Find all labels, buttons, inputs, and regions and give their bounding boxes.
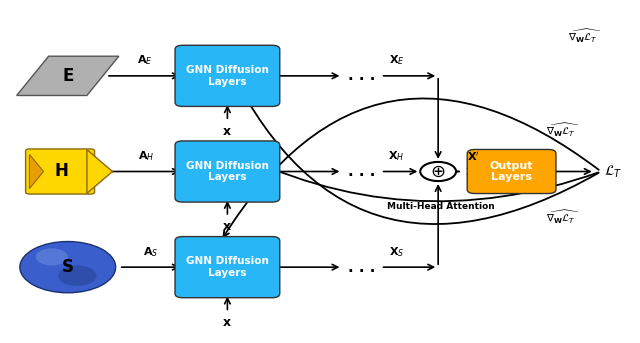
Polygon shape	[17, 56, 119, 95]
Circle shape	[20, 241, 116, 293]
Text: GNN Diffusion
Layers: GNN Diffusion Layers	[186, 65, 269, 87]
Polygon shape	[29, 154, 44, 189]
Text: . . .: . . .	[348, 164, 375, 179]
Text: Multi-Head Attention: Multi-Head Attention	[387, 202, 495, 211]
Text: $\mathbf{X}_E$: $\mathbf{X}_E$	[389, 54, 404, 67]
Text: E: E	[62, 67, 74, 85]
Text: $\mathbf{A}_S$: $\mathbf{A}_S$	[143, 245, 159, 259]
Text: $\mathbf{X}_S$: $\mathbf{X}_S$	[389, 245, 404, 259]
Text: . . .: . . .	[348, 68, 375, 83]
Text: H: H	[54, 163, 68, 180]
Circle shape	[36, 248, 68, 265]
Polygon shape	[87, 150, 113, 193]
Text: $\mathbf{x}$: $\mathbf{x}$	[223, 316, 232, 329]
Text: $\widehat{\nabla_{\mathbf{W}}\mathcal{L}_T}$: $\widehat{\nabla_{\mathbf{W}}\mathcal{L}…	[568, 28, 602, 45]
Text: $\mathbf{x}$: $\mathbf{x}$	[223, 220, 232, 233]
Text: $\oplus$: $\oplus$	[431, 163, 446, 180]
Text: GNN Diffusion
Layers: GNN Diffusion Layers	[186, 161, 269, 182]
Text: Output
Layers: Output Layers	[490, 161, 533, 182]
Text: . . .: . . .	[348, 260, 375, 275]
FancyBboxPatch shape	[26, 149, 95, 194]
FancyBboxPatch shape	[175, 45, 280, 106]
FancyBboxPatch shape	[175, 237, 280, 298]
Text: $\mathbf{X}_H$: $\mathbf{X}_H$	[388, 149, 404, 163]
Circle shape	[420, 162, 456, 181]
Text: $\widehat{\nabla_{\mathbf{W}}\mathcal{L}_T}$: $\widehat{\nabla_{\mathbf{W}}\mathcal{L}…	[546, 209, 579, 226]
Text: $\mathbf{A}_E$: $\mathbf{A}_E$	[136, 54, 152, 67]
Text: $\mathcal{L}_T$: $\mathcal{L}_T$	[604, 163, 623, 180]
Text: S: S	[61, 258, 74, 276]
Text: $\widehat{\nabla_{\mathbf{W}}\mathcal{L}_T}$: $\widehat{\nabla_{\mathbf{W}}\mathcal{L}…	[546, 122, 579, 139]
FancyBboxPatch shape	[175, 141, 280, 202]
Text: GNN Diffusion
Layers: GNN Diffusion Layers	[186, 256, 269, 278]
Circle shape	[58, 265, 97, 286]
Text: $\mathbf{A}_H$: $\mathbf{A}_H$	[138, 149, 154, 163]
FancyBboxPatch shape	[467, 150, 556, 193]
Text: $\mathbf{x}$: $\mathbf{x}$	[223, 125, 232, 138]
Text: $\mathbf{X}'$: $\mathbf{X}'$	[467, 150, 479, 163]
